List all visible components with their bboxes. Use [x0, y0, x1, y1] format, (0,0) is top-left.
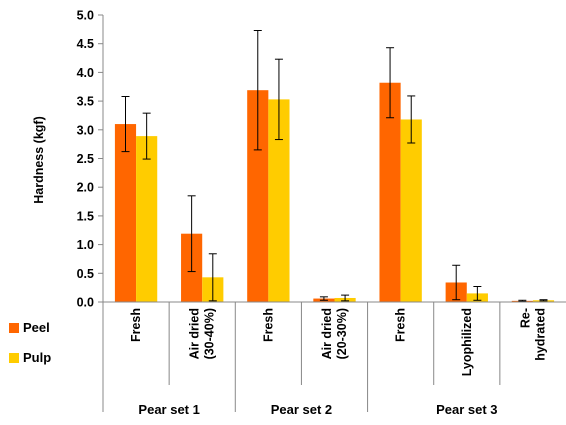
x-tick-label: (20-30%): [335, 308, 349, 359]
legend-label-pulp: Pulp: [23, 350, 51, 365]
x-tick-label: hydrated: [533, 308, 547, 361]
bar-pulp: [268, 99, 290, 303]
y-tick-label: 1.5: [77, 209, 94, 223]
legend-label-peel: Peel: [23, 320, 50, 335]
error-bars: [121, 29, 548, 302]
legend-swatch-pulp: [9, 353, 19, 363]
x-tick-label: Fresh: [261, 308, 275, 342]
x-tick-label: Re-: [518, 308, 532, 328]
y-tick-label: 0.5: [77, 267, 94, 281]
y-tick-label: 4.5: [77, 37, 94, 51]
y-axis-label: Hardness (kgf): [32, 116, 46, 204]
group-label: Pear set 3: [436, 402, 497, 417]
y-tick-label: 3.5: [77, 95, 94, 109]
y-tick-label: 2.0: [77, 181, 94, 195]
bar-pulp: [400, 119, 422, 302]
x-tick-label: Fresh: [129, 308, 143, 342]
y-axis: 0.0 0.5 1.0 1.5 2.0 2.5 3.0 3.5 4.0 4.5 5.0: [77, 9, 104, 310]
y-tick-label: 5.0: [77, 9, 94, 23]
y-tick-label: 1.0: [77, 238, 94, 252]
y-tick-label: 0.0: [77, 296, 94, 310]
group-label: Pear set 2: [271, 402, 332, 417]
bar-peel: [114, 124, 137, 302]
bar-peel: [247, 90, 269, 302]
bar-peel: [379, 82, 401, 303]
legend: Peel Pulp: [9, 320, 51, 365]
legend-swatch-peel: [9, 323, 19, 333]
bars: [114, 82, 555, 303]
x-tick-label: Air dried: [320, 308, 334, 359]
group-label: Pear set 1: [138, 402, 199, 417]
x-axis: Fresh Air dried (30-40%) Fresh Air dried (20-…: [102, 301, 566, 417]
y-tick-label: 4.0: [77, 66, 94, 80]
y-tick-label: 3.0: [77, 123, 94, 137]
x-tick-label: Fresh: [394, 308, 408, 342]
y-tick-label: 2.5: [77, 152, 94, 166]
x-tick-label: Lyophilized: [460, 308, 474, 376]
x-tick-label: Air dried: [188, 308, 202, 359]
x-tick-label: (30-40%): [203, 308, 217, 359]
bar-pulp: [136, 136, 158, 302]
